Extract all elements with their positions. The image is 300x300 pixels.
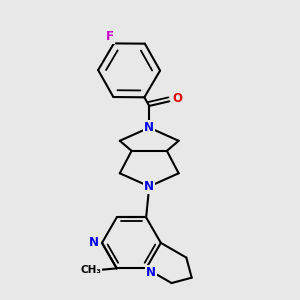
Text: N: N <box>144 180 154 193</box>
Text: N: N <box>89 236 99 249</box>
Text: N: N <box>144 121 154 134</box>
Text: O: O <box>172 92 182 105</box>
Text: N: N <box>146 266 156 279</box>
Text: F: F <box>106 30 114 43</box>
Text: CH₃: CH₃ <box>80 265 101 275</box>
